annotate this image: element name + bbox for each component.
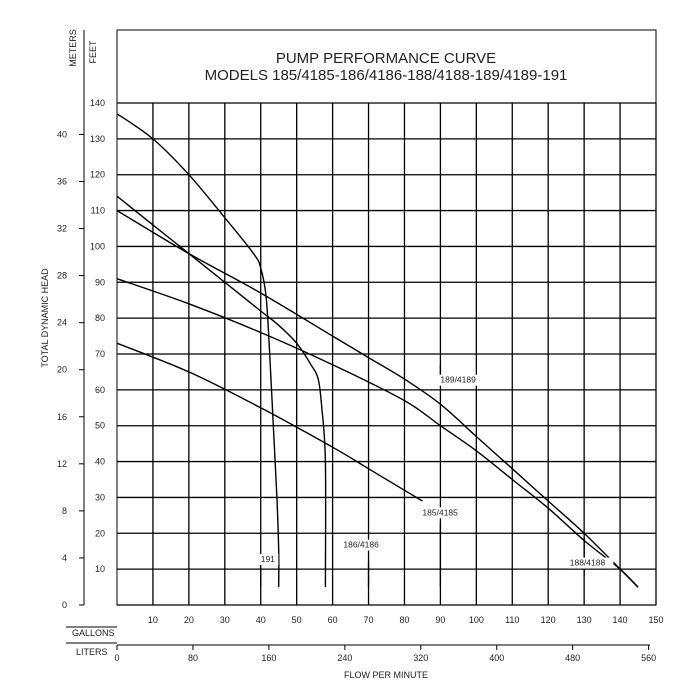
y-tick-feet: 50 <box>95 421 105 431</box>
curve-186-4186 <box>116 195 327 588</box>
x-tick-gallons: 120 <box>541 615 556 625</box>
x-tick-gallons: 110 <box>505 615 519 625</box>
y-tick-meters: 28 <box>57 271 67 281</box>
y-axis-label-feet: FEET <box>88 40 98 64</box>
curve-label-bg <box>420 507 467 519</box>
y-tick-feet: 90 <box>95 277 105 287</box>
x-tick-liters: 0 <box>114 653 119 663</box>
y-tick-feet: 100 <box>90 241 105 251</box>
x-tick-gallons: 20 <box>184 615 194 625</box>
y-tick-meters: 36 <box>57 176 67 186</box>
y-tick-meters: 24 <box>57 318 67 328</box>
x-tick-gallons: 100 <box>469 615 484 625</box>
x-tick-liters: 240 <box>337 653 352 663</box>
curve-label-bg <box>567 557 614 569</box>
curve-label: 188/4188 <box>570 558 606 568</box>
y-tick-meters: 20 <box>57 365 67 375</box>
x-tick-liters: 160 <box>261 653 276 663</box>
y-tick-meters: 16 <box>57 412 67 422</box>
x-tick-gallons: 10 <box>148 615 158 625</box>
chart-subtitle: MODELS 185/4185-186/4186-188/4188-189/41… <box>205 67 568 84</box>
y-tick-feet: 70 <box>95 349 105 359</box>
y-tick-meters: 4 <box>62 553 67 563</box>
x-axis-label-gallons: GALLONS <box>72 628 115 638</box>
y-tick-feet: 80 <box>95 313 105 323</box>
curve-label: 185/4185 <box>422 507 458 517</box>
y-tick-feet: 40 <box>95 457 105 467</box>
x-tick-gallons: 140 <box>613 615 628 625</box>
grid <box>117 102 657 606</box>
y-tick-feet: 130 <box>90 134 105 144</box>
y-tick-meters: 8 <box>62 506 67 516</box>
x-tick-gallons: 90 <box>435 615 445 625</box>
curve-label: 191 <box>261 554 275 564</box>
x-axis-label-liters: LITERS <box>76 647 108 657</box>
curve-label-bg <box>341 539 387 551</box>
y-tick-meters: 40 <box>57 129 67 139</box>
curve-185-4185 <box>116 342 423 502</box>
chart-title: PUMP PERFORMANCE CURVE <box>276 50 496 67</box>
y-tick-feet: 110 <box>91 206 105 216</box>
y-tick-feet: 20 <box>95 528 105 538</box>
y-tick-meters: 0 <box>62 600 67 610</box>
x-tick-liters: 320 <box>413 653 428 663</box>
x-tick-gallons: 130 <box>577 615 592 625</box>
x-tick-liters: 560 <box>641 653 656 663</box>
x-tick-liters: 480 <box>565 653 580 663</box>
curve-label-bg <box>258 553 279 565</box>
y-tick-feet: 60 <box>95 385 105 395</box>
y-tick-meters: 32 <box>57 224 67 234</box>
x-tick-gallons: 50 <box>292 615 302 625</box>
y-axis-label: TOTAL DYNAMIC HEAD <box>40 268 50 368</box>
y-tick-feet: 10 <box>95 564 105 574</box>
curves: 189/4189 188/4188 186/4186 185/4185 191 <box>116 113 639 588</box>
x-tick-gallons: 70 <box>364 615 374 625</box>
curve-label: 189/4189 <box>440 375 476 385</box>
curve-label: 186/4186 <box>343 540 379 550</box>
x-tick-gallons: 30 <box>220 615 230 625</box>
curve-191 <box>116 113 280 588</box>
x-axis-label: FLOW PER MINUTE <box>344 670 428 680</box>
curve-label-bg <box>438 374 484 386</box>
x-tick-gallons: 150 <box>648 615 663 625</box>
y-tick-meters: 12 <box>57 459 67 469</box>
x-tick-gallons: 40 <box>256 615 266 625</box>
curve-189-4189 <box>116 209 639 588</box>
y-tick-feet: 140 <box>90 98 105 108</box>
y-tick-feet: 120 <box>90 170 105 180</box>
y-axis-label-meters: METERS <box>68 29 78 67</box>
x-tick-gallons: 80 <box>399 615 409 625</box>
y-tick-feet: 30 <box>95 492 105 502</box>
x-tick-gallons: 60 <box>328 615 338 625</box>
x-tick-liters: 400 <box>489 653 504 663</box>
x-tick-liters: 80 <box>188 653 198 663</box>
